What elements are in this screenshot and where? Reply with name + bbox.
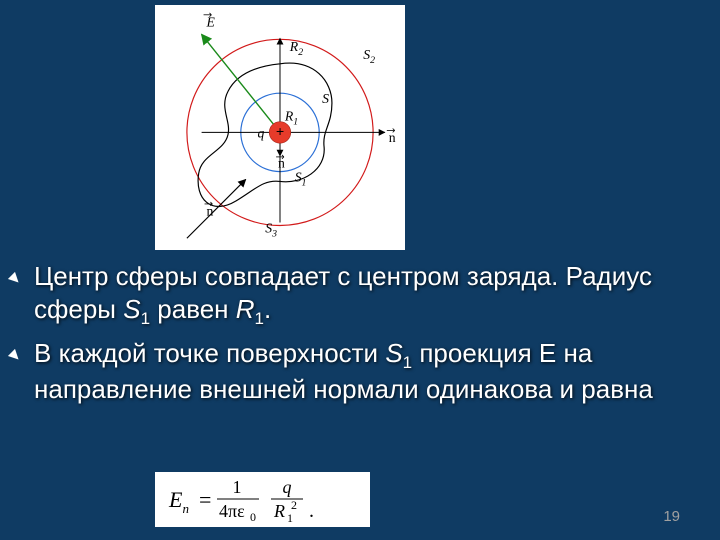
bullet-row: В каждой точке поверхности S1 проекция Е… bbox=[10, 337, 680, 406]
svg-text:En: En bbox=[168, 487, 189, 516]
label-S3: S3 bbox=[265, 220, 277, 239]
label-q: q bbox=[257, 125, 264, 140]
e-vector bbox=[202, 34, 280, 132]
label-n-right: n bbox=[389, 130, 396, 145]
gauss-diagram: + E R2 R1 S2 S S1 S3 q n bbox=[155, 5, 405, 250]
label-E: E bbox=[206, 15, 216, 30]
gauss-diagram-svg: + E R2 R1 S2 S S1 S3 q n bbox=[155, 5, 405, 250]
svg-text:=: = bbox=[199, 487, 211, 512]
label-S: S bbox=[322, 91, 329, 106]
bullet-text: Центр сферы совпадает с центром заряда. … bbox=[34, 260, 680, 329]
bullet-marker bbox=[8, 272, 22, 286]
label-n-diag: n bbox=[207, 204, 214, 219]
n-diag bbox=[187, 179, 246, 238]
label-S2: S2 bbox=[363, 47, 375, 66]
label-n-down: n bbox=[278, 156, 285, 171]
bullet-marker bbox=[8, 349, 22, 363]
svg-text:1: 1 bbox=[232, 477, 241, 497]
svg-text:0: 0 bbox=[250, 510, 256, 524]
svg-text:2: 2 bbox=[291, 498, 297, 512]
bullet-list: Центр сферы совпадает с центром заряда. … bbox=[10, 260, 680, 414]
svg-text:q: q bbox=[282, 477, 291, 497]
bullet-text: В каждой точке поверхности S1 проекция Е… bbox=[34, 337, 680, 406]
svg-text:.: . bbox=[309, 500, 314, 522]
bullet-row: Центр сферы совпадает с центром заряда. … bbox=[10, 260, 680, 329]
svg-text:1: 1 bbox=[287, 511, 293, 525]
page-number: 19 bbox=[663, 508, 680, 525]
formula: En = 1 4πε 0 q R 2 1 . bbox=[155, 472, 370, 527]
irregular-surface bbox=[198, 63, 332, 206]
svg-text:4πε: 4πε bbox=[219, 501, 245, 521]
label-S1: S1 bbox=[295, 169, 307, 188]
svg-text:R: R bbox=[273, 501, 285, 521]
charge-plus: + bbox=[276, 124, 284, 140]
